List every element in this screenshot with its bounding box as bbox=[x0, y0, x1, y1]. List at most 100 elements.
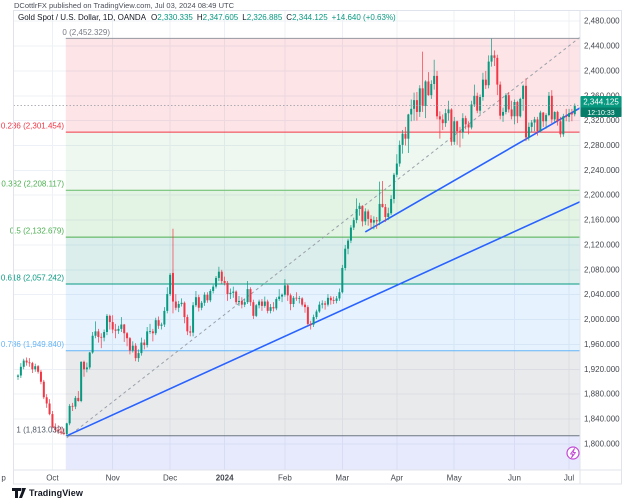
candle bbox=[42, 379, 45, 400]
price-tick-label: 2,040.000 bbox=[584, 290, 620, 299]
candle bbox=[421, 51, 424, 112]
candle bbox=[395, 154, 398, 178]
candle bbox=[347, 238, 350, 255]
fib-band bbox=[65, 435, 580, 470]
candle bbox=[318, 301, 321, 313]
symbol-title[interactable]: Gold Spot / U.S. Dollar, 1D, OANDA bbox=[18, 13, 147, 22]
candle bbox=[100, 333, 103, 349]
candle bbox=[427, 72, 430, 96]
candlestick-series bbox=[17, 38, 576, 436]
candle bbox=[404, 126, 407, 146]
trend-line-channel-lower[interactable] bbox=[66, 200, 581, 437]
time-tick-label: Jun bbox=[508, 474, 521, 483]
candle bbox=[111, 315, 114, 334]
candle bbox=[565, 108, 568, 122]
candle bbox=[516, 100, 519, 124]
candle bbox=[464, 115, 467, 130]
lightning-badge-icon[interactable] bbox=[566, 446, 580, 460]
candle bbox=[149, 323, 152, 334]
candle bbox=[77, 391, 80, 402]
time-tick-label: May bbox=[447, 474, 462, 483]
candle bbox=[352, 217, 355, 231]
tradingview-brand-text: TradingView bbox=[29, 488, 83, 498]
candle bbox=[433, 59, 436, 90]
candle bbox=[186, 314, 189, 336]
candle bbox=[504, 93, 507, 115]
tradingview-logo[interactable]: TradingView bbox=[12, 488, 83, 498]
candle bbox=[295, 292, 298, 301]
candle bbox=[398, 140, 401, 167]
price-tick-label: 2,120.000 bbox=[584, 240, 620, 249]
price-tick-label: 2,160.000 bbox=[584, 216, 620, 225]
time-tick-label: 2024 bbox=[216, 474, 234, 483]
fib-level-label: 0 (2,452.329) bbox=[62, 28, 110, 37]
candle bbox=[424, 80, 427, 119]
candle bbox=[536, 116, 539, 136]
candle bbox=[524, 78, 527, 142]
fib-band bbox=[65, 237, 580, 284]
price-axis[interactable]: 2,480.000 2,440.000 2,400.000 2,360.000 2,32… bbox=[584, 17, 620, 449]
fib-band bbox=[65, 283, 580, 351]
candle bbox=[260, 299, 263, 311]
candle bbox=[266, 299, 269, 314]
candle bbox=[349, 225, 352, 244]
candle bbox=[499, 81, 502, 120]
candle bbox=[568, 108, 571, 122]
candle bbox=[171, 228, 174, 314]
time-tick-label: Oct bbox=[46, 474, 59, 483]
candle bbox=[154, 317, 157, 336]
symbol-legend[interactable]: Gold Spot / U.S. Dollar, 1D, OANDA O2,330… bbox=[18, 13, 396, 22]
candle bbox=[255, 304, 258, 318]
fib-level-label: 0.786 (1,949.840) bbox=[1, 340, 64, 349]
candle bbox=[57, 425, 60, 434]
candle bbox=[226, 281, 229, 301]
candle bbox=[269, 304, 272, 314]
fib-retracement[interactable] bbox=[65, 37, 580, 470]
candle bbox=[166, 287, 169, 314]
candle bbox=[470, 100, 473, 130]
candle bbox=[401, 129, 404, 154]
candle bbox=[197, 294, 200, 312]
candle bbox=[71, 402, 74, 411]
badge-price: 2,344.125 bbox=[583, 98, 619, 107]
time-axis[interactable]: p Oct Nov Dec 2024 Feb Mar Apr May Jun Jul bbox=[1, 474, 574, 483]
candle bbox=[542, 111, 545, 127]
candle bbox=[447, 100, 450, 121]
candle bbox=[493, 50, 496, 66]
candle bbox=[48, 399, 51, 416]
candle bbox=[62, 428, 65, 436]
current-price-badge[interactable]: 2,344.125 12:10:33 bbox=[580, 96, 622, 117]
badge-countdown: 12:10:33 bbox=[587, 110, 614, 117]
candle bbox=[381, 180, 384, 208]
candle bbox=[283, 279, 286, 297]
close-value: 2,344.125 bbox=[292, 13, 328, 22]
candle bbox=[430, 80, 433, 99]
trend-line-dashed-projection[interactable] bbox=[66, 32, 586, 439]
candle bbox=[212, 284, 215, 294]
candle bbox=[545, 113, 548, 129]
candle bbox=[458, 126, 461, 148]
price-tick-label: 1,960.000 bbox=[584, 340, 620, 349]
candle bbox=[80, 361, 83, 403]
trend-line-channel-upper[interactable] bbox=[364, 106, 580, 233]
candle bbox=[45, 394, 48, 408]
candle bbox=[355, 198, 358, 224]
candle bbox=[513, 99, 516, 125]
candle bbox=[375, 217, 378, 229]
candle bbox=[28, 358, 31, 367]
candle bbox=[539, 110, 542, 133]
candle bbox=[473, 84, 476, 107]
candle bbox=[306, 305, 309, 326]
candle bbox=[332, 296, 335, 305]
candle bbox=[192, 302, 195, 337]
candle bbox=[441, 114, 444, 130]
time-tick-label: Mar bbox=[335, 474, 349, 483]
candle bbox=[263, 296, 266, 308]
candle bbox=[34, 363, 37, 372]
price-tick-label: 2,400.000 bbox=[584, 66, 620, 75]
candle bbox=[436, 70, 439, 120]
candle bbox=[157, 316, 160, 329]
candle bbox=[562, 113, 565, 137]
candle bbox=[438, 111, 441, 139]
